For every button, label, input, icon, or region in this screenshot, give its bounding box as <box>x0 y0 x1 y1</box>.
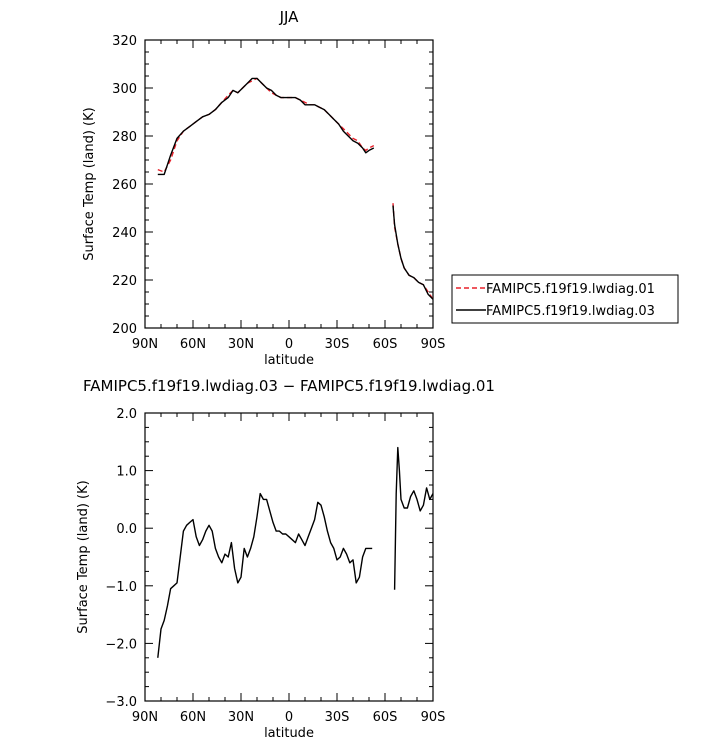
x-tick-label: 90N <box>132 710 158 725</box>
y-tick-label: −3.0 <box>105 695 137 710</box>
series-line <box>157 77 375 176</box>
series-line <box>393 446 433 590</box>
y-tick-label: 200 <box>112 322 137 337</box>
chart-title: FAMIPC5.f19f19.lwdiag.03 − FAMIPC5.f19f1… <box>83 377 495 395</box>
x-tick-label: 90N <box>132 337 158 352</box>
y-tick-label: 280 <box>112 130 137 145</box>
y-tick-label: 260 <box>112 178 137 193</box>
plot-frame <box>144 39 434 329</box>
x-tick-label: 60N <box>180 710 206 725</box>
y-axis-label: Surface Temp (land) (K) <box>82 107 97 260</box>
x-axis-label: latitude <box>264 726 314 741</box>
chart-bottom: FAMIPC5.f19f19.lwdiag.03 − FAMIPC5.f19f1… <box>76 377 495 741</box>
y-tick-label: −2.0 <box>105 637 137 652</box>
x-tick-label: 0 <box>285 337 293 352</box>
y-tick-label: 0.0 <box>116 522 137 537</box>
x-tick-label: 0 <box>285 710 293 725</box>
x-tick-label: 30N <box>228 337 254 352</box>
y-tick-label: 1.0 <box>116 465 137 480</box>
series-0 <box>157 446 433 658</box>
legend-label: FAMIPC5.f19f19.lwdiag.01 <box>486 282 655 297</box>
y-axis-label: Surface Temp (land) (K) <box>76 480 91 633</box>
legend-label: FAMIPC5.f19f19.lwdiag.03 <box>486 304 655 319</box>
y-tick-label: 300 <box>112 82 137 97</box>
y-tick-label: 220 <box>112 274 137 289</box>
x-tick-label: 60S <box>373 710 398 725</box>
chart-title: JJA <box>279 8 300 26</box>
legend: FAMIPC5.f19f19.lwdiag.01 FAMIPC5.f19f19.l… <box>451 274 679 324</box>
y-tick-label: 320 <box>112 34 137 49</box>
plot-frame <box>144 412 434 702</box>
x-tick-label: 30N <box>228 710 254 725</box>
series-line <box>157 77 375 173</box>
x-tick-label: 30S <box>325 710 350 725</box>
x-tick-label: 30S <box>325 337 350 352</box>
x-tick-label: 90S <box>421 337 446 352</box>
y-tick-label: −1.0 <box>105 580 137 595</box>
y-tick-label: 240 <box>112 226 137 241</box>
y-tick-label: 2.0 <box>116 407 137 422</box>
chart-top: JJA 90N 60N 30N 0 30S 60S 90S 200 220 240 260 280 300… <box>82 8 679 368</box>
series-0 <box>157 77 433 300</box>
x-tick-label: 60N <box>180 337 206 352</box>
series-1 <box>157 77 433 300</box>
x-axis-label: latitude <box>264 353 314 368</box>
legend-box <box>451 274 679 324</box>
x-tick-label: 90S <box>421 710 446 725</box>
x-tick-label: 60S <box>373 337 398 352</box>
series-line <box>392 205 433 300</box>
series-line <box>157 492 373 658</box>
